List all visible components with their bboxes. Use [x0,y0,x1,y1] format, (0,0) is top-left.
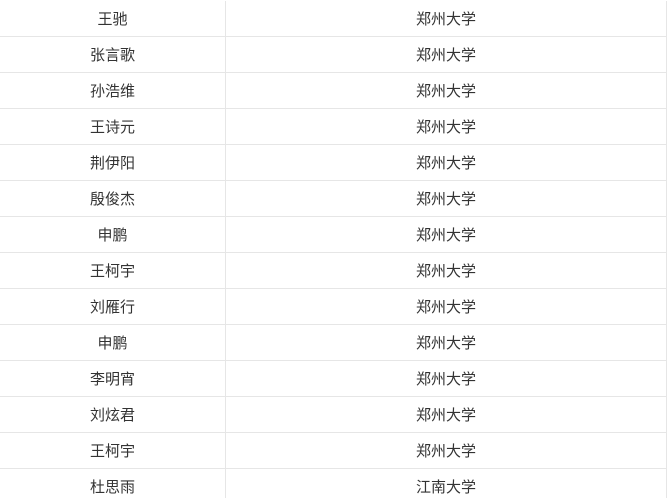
school-cell: 郑州大学 [225,1,667,37]
table-row: 王诗元 郑州大学 [0,108,667,145]
school-cell: 郑州大学 [225,180,667,217]
table-row: 刘雁行 郑州大学 [0,288,667,325]
name-cell: 申鹏 [0,216,226,253]
table-row: 申鹏 郑州大学 [0,216,667,253]
school-cell: 郑州大学 [225,360,667,397]
name-cell: 王柯宇 [0,252,226,289]
name-cell: 王驰 [0,1,226,37]
name-cell: 李明宵 [0,360,226,397]
name-cell: 孙浩维 [0,72,226,109]
table-row: 殷俊杰 郑州大学 [0,180,667,217]
school-cell: 江南大学 [225,468,667,498]
table-row: 刘炫君 郑州大学 [0,396,667,433]
school-cell: 郑州大学 [225,144,667,181]
name-cell: 刘雁行 [0,288,226,325]
table-row: 李明宵 郑州大学 [0,360,667,397]
school-cell: 郑州大学 [225,324,667,361]
name-cell: 张言歌 [0,36,226,73]
school-cell: 郑州大学 [225,288,667,325]
table-row: 杜思雨 江南大学 [0,468,667,498]
name-cell: 王柯宇 [0,432,226,469]
table-row: 王驰 郑州大学 [0,1,667,37]
table-row: 荆伊阳 郑州大学 [0,144,667,181]
table-row: 张言歌 郑州大学 [0,36,667,73]
name-cell: 殷俊杰 [0,180,226,217]
table-row: 孙浩维 郑州大学 [0,72,667,109]
name-cell: 申鹏 [0,324,226,361]
table-row: 申鹏 郑州大学 [0,324,667,361]
school-cell: 郑州大学 [225,432,667,469]
name-cell: 刘炫君 [0,396,226,433]
table-row: 王柯宇 郑州大学 [0,252,667,289]
name-cell: 荆伊阳 [0,144,226,181]
school-cell: 郑州大学 [225,252,667,289]
school-cell: 郑州大学 [225,396,667,433]
school-cell: 郑州大学 [225,108,667,145]
school-cell: 郑州大学 [225,36,667,73]
table-row: 王柯宇 郑州大学 [0,432,667,469]
school-cell: 郑州大学 [225,216,667,253]
school-cell: 郑州大学 [225,72,667,109]
name-cell: 杜思雨 [0,468,226,498]
name-cell: 王诗元 [0,108,226,145]
